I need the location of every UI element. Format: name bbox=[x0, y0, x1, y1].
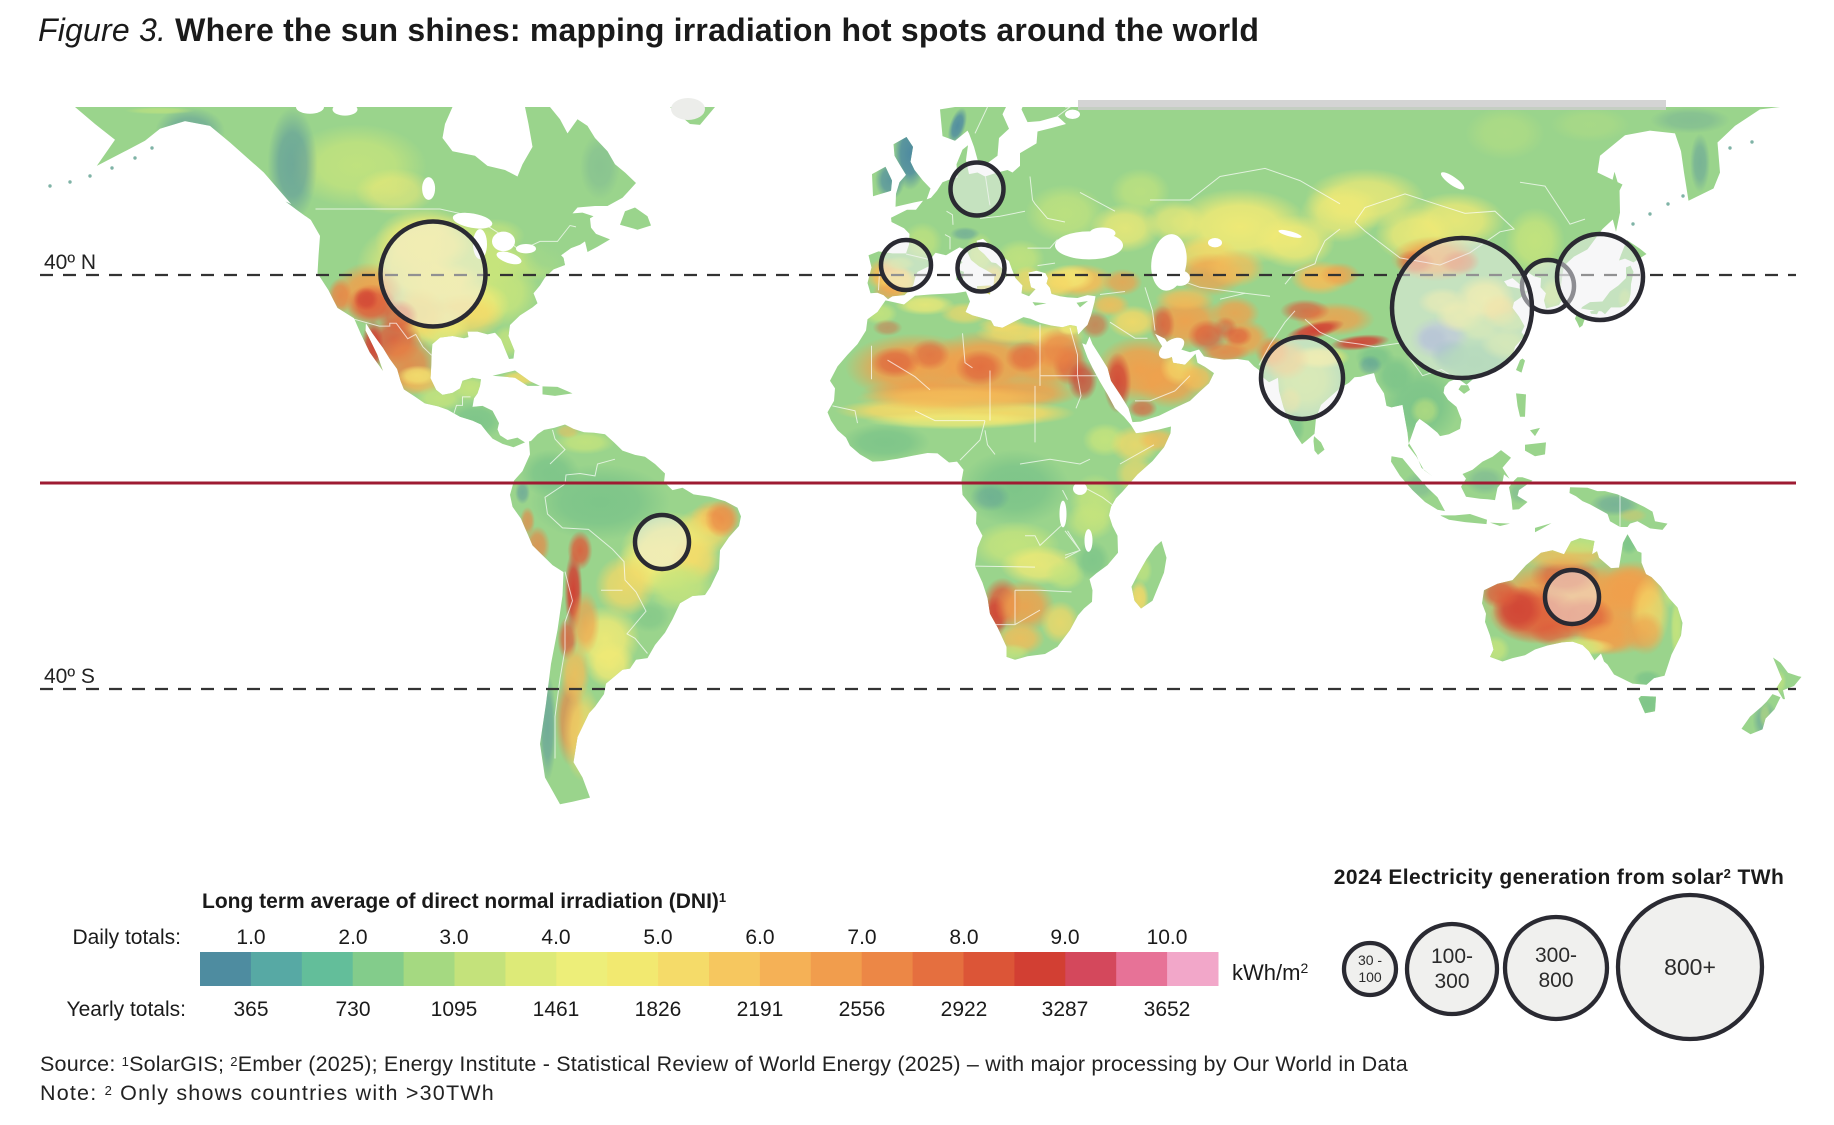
svg-text:3652: 3652 bbox=[1144, 998, 1191, 1021]
svg-text:7.0: 7.0 bbox=[847, 926, 876, 949]
svg-text:4.0: 4.0 bbox=[541, 926, 570, 949]
svg-text:kWh/m2: kWh/m2 bbox=[1232, 960, 1308, 985]
svg-text:2.0: 2.0 bbox=[338, 926, 367, 949]
svg-text:3287: 3287 bbox=[1042, 998, 1089, 1021]
svg-text:2556: 2556 bbox=[839, 998, 886, 1021]
svg-text:5.0: 5.0 bbox=[643, 926, 672, 949]
svg-text:Note: 2 Only shows countries w: Note: 2 Only shows countries with >30TWh bbox=[40, 1081, 495, 1105]
svg-text:730: 730 bbox=[335, 998, 370, 1021]
svg-text:Yearly totals:: Yearly totals: bbox=[67, 998, 186, 1021]
svg-text:10.0: 10.0 bbox=[1147, 926, 1188, 949]
svg-text:Long term average of direct no: Long term average of direct normal irrad… bbox=[202, 890, 726, 913]
svg-text:Daily totals:: Daily totals: bbox=[72, 926, 181, 949]
svg-text:2024 Electricity generation fr: 2024 Electricity generation from solar2 … bbox=[1334, 866, 1784, 889]
svg-text:8.0: 8.0 bbox=[949, 926, 978, 949]
svg-text:30 -: 30 - bbox=[1358, 952, 1382, 968]
svg-text:40º S: 40º S bbox=[44, 665, 95, 688]
svg-text:100: 100 bbox=[1358, 969, 1382, 985]
svg-text:300-: 300- bbox=[1535, 944, 1577, 967]
svg-text:Figure 3. Where the sun shines: Figure 3. Where the sun shines: mapping … bbox=[38, 12, 1259, 48]
svg-text:9.0: 9.0 bbox=[1050, 926, 1079, 949]
svg-text:Source: 1SolarGIS; 2Ember (202: Source: 1SolarGIS; 2Ember (2025); Energy… bbox=[40, 1052, 1408, 1076]
svg-text:1461: 1461 bbox=[533, 998, 580, 1021]
svg-text:1095: 1095 bbox=[431, 998, 478, 1021]
svg-text:6.0: 6.0 bbox=[745, 926, 774, 949]
svg-text:800: 800 bbox=[1538, 969, 1573, 992]
svg-text:300: 300 bbox=[1434, 970, 1469, 993]
svg-text:365: 365 bbox=[233, 998, 268, 1021]
svg-text:100-: 100- bbox=[1431, 945, 1473, 968]
svg-text:3.0: 3.0 bbox=[439, 926, 468, 949]
svg-text:1.0: 1.0 bbox=[236, 926, 265, 949]
svg-text:2191: 2191 bbox=[737, 998, 784, 1021]
svg-text:800+: 800+ bbox=[1664, 954, 1716, 980]
svg-text:1826: 1826 bbox=[635, 998, 682, 1021]
svg-text:2922: 2922 bbox=[941, 998, 988, 1021]
svg-text:40º N: 40º N bbox=[44, 251, 96, 274]
